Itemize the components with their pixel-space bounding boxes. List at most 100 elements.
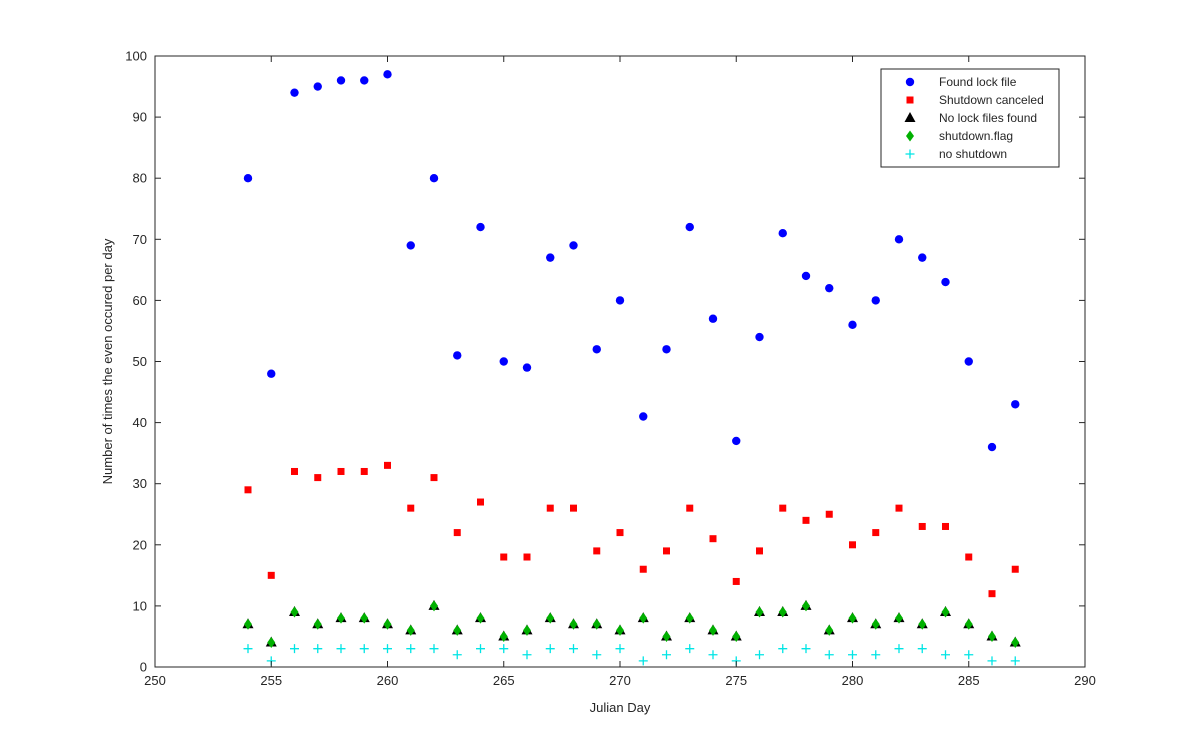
x-tick-label: 255 [260,673,282,688]
data-point [243,644,253,654]
y-tick-label: 0 [140,660,147,675]
data-point [708,650,718,660]
data-point [313,618,322,630]
y-tick-label: 10 [133,598,147,613]
data-point [545,644,555,654]
data-point [778,606,787,618]
data-point [499,644,509,654]
data-point [616,624,624,636]
data-point [569,644,578,654]
data-point [453,351,462,360]
data-point [639,612,648,624]
legend-marker [906,96,914,104]
data-point [964,650,974,660]
data-point [639,412,648,421]
data-point [824,650,834,660]
y-axis-label: Number of times the even occured per day [100,238,115,484]
y-tick-label: 20 [133,537,147,552]
data-point [476,222,485,232]
y-tick-label: 40 [133,415,147,430]
legend-label: no shutdown [939,147,1007,161]
y-tick-label: 100 [125,49,147,64]
data-marks [242,70,1021,666]
data-point [872,529,880,537]
data-point [569,618,578,630]
data-point [965,553,973,561]
data-point [639,565,647,573]
data-point [407,504,415,512]
data-point [848,650,857,660]
data-point [894,235,904,244]
x-tick-label: 270 [609,673,631,688]
data-point [941,606,950,618]
data-point [592,618,601,630]
data-point [429,174,439,183]
data-point [801,644,811,654]
legend-label: Found lock file [939,75,1017,89]
data-point [499,630,508,642]
data-point [383,644,392,654]
legend-label: No lock files found [939,111,1037,125]
data-point [430,600,438,612]
x-tick-label: 260 [377,673,399,688]
data-point [476,612,485,624]
data-point [778,228,787,238]
data-point [243,174,253,183]
data-point [917,644,927,654]
series-4 [243,644,1020,666]
data-point [709,624,717,636]
data-point [988,630,996,642]
data-point [616,529,624,537]
data-point [1010,656,1020,666]
data-point [662,345,671,354]
data-point [871,650,881,660]
data-point [546,253,555,262]
data-point [569,241,578,250]
legend-label: Shutdown canceled [939,93,1044,107]
data-point [383,618,392,630]
data-point [732,577,740,585]
data-point [802,600,810,612]
data-point [337,612,345,624]
data-point [336,644,346,654]
y-tick-label: 80 [133,171,147,186]
data-point [406,241,415,250]
data-point [359,644,369,654]
data-point [1011,400,1020,409]
data-point [825,510,833,518]
data-point [825,283,834,293]
data-point [360,612,369,624]
data-point [523,624,531,636]
data-point [778,644,788,654]
data-point [1011,637,1020,649]
data-point [244,618,252,630]
data-point [708,314,718,323]
data-point [453,529,461,537]
data-point [662,650,671,660]
series-0 [243,70,1020,452]
data-point [337,467,345,475]
data-point [825,624,834,636]
data-point [360,467,368,475]
data-point [964,357,973,366]
legend-marker [906,130,914,142]
data-point [430,474,438,482]
x-tick-label: 290 [1074,673,1096,688]
legend-label: shutdown.flag [939,129,1013,143]
data-point [499,357,508,366]
data-point [987,442,997,452]
data-point [662,630,671,642]
legend-marker [905,149,915,159]
data-point [593,547,601,555]
data-point [942,522,949,530]
data-point [918,618,927,630]
data-point [429,644,439,654]
data-point [291,467,298,475]
data-point [686,504,694,512]
data-point [848,612,857,624]
data-point [755,606,764,618]
legend-marker [904,112,916,122]
x-tick-label: 280 [842,673,864,688]
data-point [988,590,996,598]
data-point [756,547,763,555]
